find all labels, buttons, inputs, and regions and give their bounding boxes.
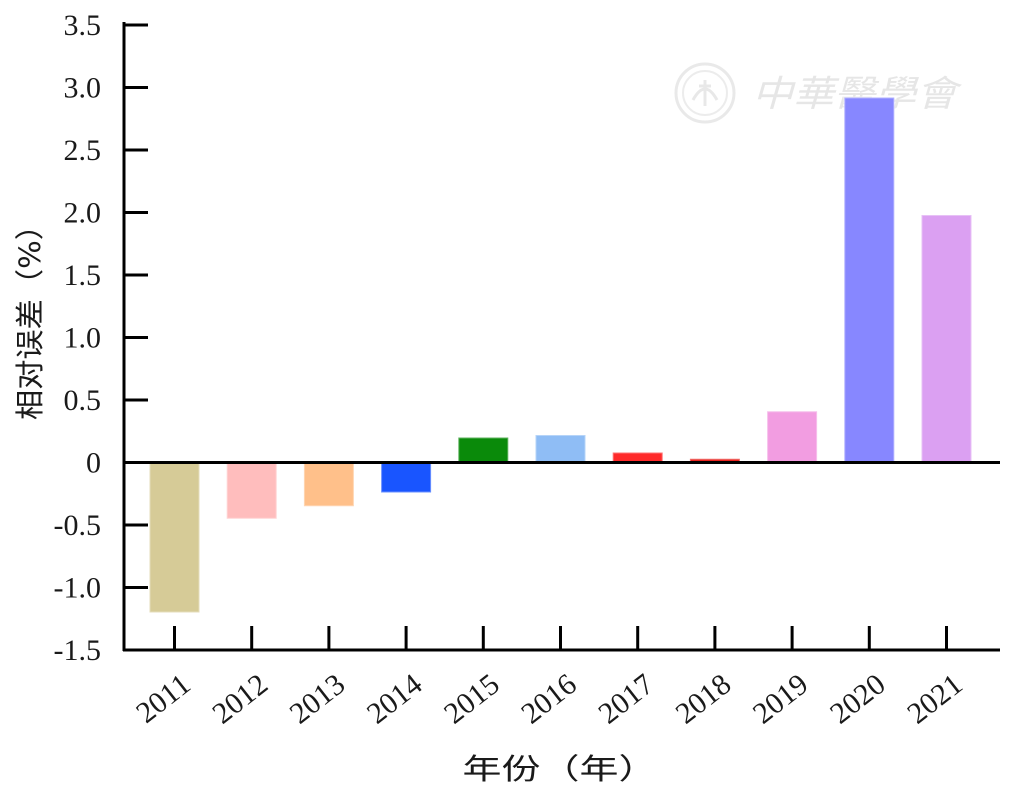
y-tick-label: -1.5 <box>54 634 102 667</box>
x-tick-label: 2020 <box>824 668 892 731</box>
x-tick-label: 2017 <box>592 668 660 731</box>
y-tick-label: 2.5 <box>64 134 102 167</box>
bar-2016 <box>534 434 587 464</box>
y-tick-label: -0.5 <box>54 509 102 542</box>
bar-2011 <box>148 461 201 614</box>
y-axis-label: 相对误差（%） <box>13 210 47 420</box>
bar-2015 <box>457 436 510 464</box>
x-axis-label: 年份（年） <box>463 752 658 786</box>
bar-2019 <box>766 410 819 464</box>
bar-2014 <box>380 461 433 494</box>
y-tick-label: -1.0 <box>54 572 102 605</box>
x-tick-label: 2012 <box>206 668 274 731</box>
x-tick-label: 2014 <box>361 668 429 731</box>
y-tick-label: 0.5 <box>64 384 102 417</box>
bar-2012 <box>225 461 278 520</box>
x-tick-label: 2019 <box>747 668 815 731</box>
watermark: 中華醫學會 <box>674 62 963 124</box>
x-tick-label: 2021 <box>901 668 969 731</box>
y-tick-label: 3.5 <box>64 9 102 42</box>
bar-2013 <box>302 461 355 508</box>
y-tick-label: 0 <box>86 447 101 480</box>
y-tick-label: 2.0 <box>64 197 102 230</box>
watermark-seal-icon <box>674 62 736 124</box>
bars-group <box>148 96 973 614</box>
x-tick-label: 2011 <box>130 668 197 730</box>
x-tick-label: 2016 <box>515 668 583 731</box>
y-tick-label: 1.5 <box>64 259 102 292</box>
y-tick-label: 3.0 <box>64 72 102 105</box>
x-tick-label: 2015 <box>438 668 506 731</box>
x-tick-label: 2018 <box>670 668 738 731</box>
bar-2021 <box>920 214 973 464</box>
bar-2020 <box>843 96 896 464</box>
x-tick-label: 2013 <box>284 668 352 731</box>
y-tick-label: 1.0 <box>64 322 102 355</box>
